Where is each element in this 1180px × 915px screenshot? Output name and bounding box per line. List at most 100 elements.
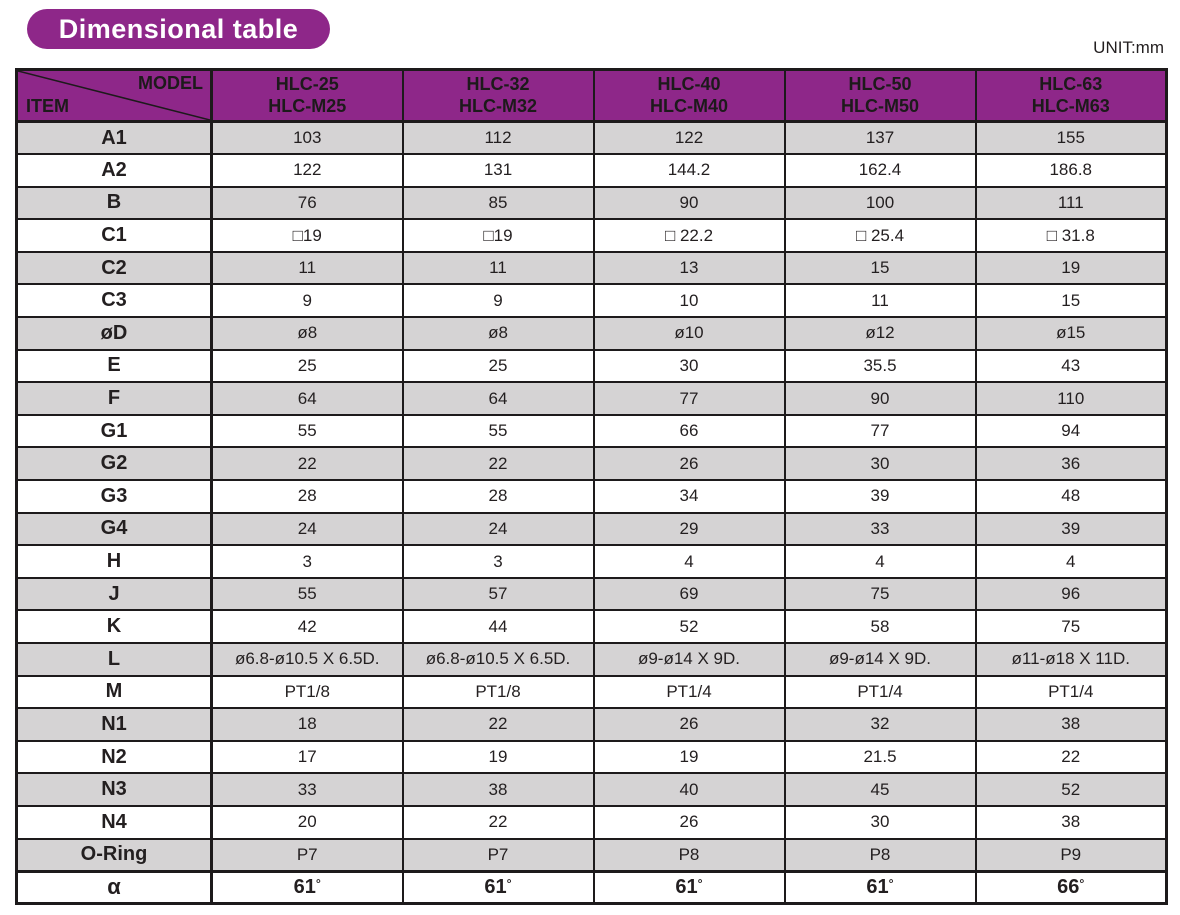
diagonal-divider-icon — [18, 71, 208, 119]
value-cell: ø6.8-ø10.5 X 6.5D. — [401, 642, 595, 677]
value-cell: 15 — [783, 250, 977, 286]
value-cell: 19 — [592, 739, 786, 775]
value-cell: 42 — [210, 609, 404, 644]
value-cell: 45 — [783, 772, 977, 807]
table-row: K 42 44 52 58 75 — [15, 609, 1168, 644]
corner-item-label: ITEM — [26, 96, 69, 116]
value-cell: 9 — [210, 283, 404, 319]
table-row: G3 28 28 34 39 48 — [15, 479, 1168, 514]
item-cell: øD — [15, 316, 213, 351]
value-cell: 26 — [592, 446, 786, 482]
table-row: A1 103 112 122 137 155 — [15, 120, 1168, 156]
value-cell: 61° — [783, 869, 977, 905]
item-cell: O-Ring — [15, 837, 213, 873]
value-cell: 155 — [974, 120, 1168, 156]
value-cell: 110 — [974, 381, 1168, 416]
value-cell: 85 — [401, 185, 595, 221]
item-cell: C1 — [15, 218, 213, 253]
value-cell: ø8 — [210, 316, 404, 351]
corner-model-label: MODEL — [138, 73, 203, 93]
table-row: C3 9 9 10 11 15 — [15, 283, 1168, 319]
table-row: E 25 25 30 35.5 43 — [15, 348, 1168, 384]
value-cell: 122 — [592, 120, 786, 156]
value-cell: □ 25.4 — [783, 218, 977, 253]
item-cell: A2 — [15, 153, 213, 188]
value-cell: 25 — [401, 348, 595, 384]
value-cell: 18 — [210, 707, 404, 742]
value-cell: 22 — [401, 707, 595, 742]
model-name-line2: HLC-M50 — [840, 95, 919, 116]
item-cell: G4 — [15, 511, 213, 547]
table-row: C2 11 11 13 15 19 — [15, 250, 1168, 286]
value-cell: 76 — [210, 185, 404, 221]
value-cell: 28 — [401, 479, 595, 514]
value-cell: 52 — [974, 772, 1168, 807]
value-cell: 10 — [592, 283, 786, 319]
value-cell: 58 — [783, 609, 977, 644]
value-cell: 112 — [401, 120, 595, 156]
value-cell: ø11-ø18 X 11D. — [974, 642, 1168, 677]
table-row: N4 20 22 26 30 38 — [15, 804, 1168, 840]
value-cell: 44 — [401, 609, 595, 644]
value-cell: 61° — [401, 869, 595, 905]
model-name-line1: HLC-25 — [275, 73, 339, 94]
value-cell: 90 — [783, 381, 977, 416]
value-cell: ø6.8-ø10.5 X 6.5D. — [210, 642, 404, 677]
item-cell: J — [15, 576, 213, 612]
value-cell: 24 — [401, 511, 595, 547]
value-cell: □19 — [401, 218, 595, 253]
value-cell: 30 — [592, 348, 786, 384]
table-row: α 61° 61° 61° 61° 66° — [15, 869, 1168, 905]
value-cell: 40 — [592, 772, 786, 807]
value-cell: 4 — [783, 544, 977, 579]
value-cell: 122 — [210, 153, 404, 188]
value-cell: 33 — [783, 511, 977, 547]
table-row: G1 55 55 66 77 94 — [15, 413, 1168, 449]
value-cell: 64 — [401, 381, 595, 416]
value-cell: 48 — [974, 479, 1168, 514]
value-cell: 66 — [592, 413, 786, 449]
value-cell: 4 — [974, 544, 1168, 579]
value-cell: 131 — [401, 153, 595, 188]
corner-header-cell: MODEL ITEM — [15, 68, 213, 123]
value-cell: 26 — [592, 804, 786, 840]
value-cell: 39 — [783, 479, 977, 514]
item-cell: G1 — [15, 413, 213, 449]
table-row: øD ø8 ø8 ø10 ø12 ø15 — [15, 316, 1168, 351]
value-cell: 52 — [592, 609, 786, 644]
item-cell: C2 — [15, 250, 213, 286]
value-cell: 96 — [974, 576, 1168, 612]
item-cell: L — [15, 642, 213, 677]
model-header-cell: HLC-63 HLC-M63 — [974, 68, 1168, 123]
item-cell: E — [15, 348, 213, 384]
value-cell: 94 — [974, 413, 1168, 449]
value-cell: 19 — [401, 739, 595, 775]
value-cell: 3 — [210, 544, 404, 579]
value-cell: 11 — [783, 283, 977, 319]
table-row: G2 22 22 26 30 36 — [15, 446, 1168, 482]
value-cell: 4 — [592, 544, 786, 579]
value-cell: 55 — [210, 413, 404, 449]
value-cell: 55 — [401, 413, 595, 449]
model-name-line2: HLC-M40 — [649, 95, 728, 116]
dimensional-table: MODEL ITEM HLC-25 HLC-M25 HLC-32 HLC-M32 HLC… — [15, 68, 1168, 906]
item-cell: M — [15, 674, 213, 710]
value-cell: 38 — [401, 772, 595, 807]
value-cell: 38 — [974, 707, 1168, 742]
value-cell: 77 — [783, 413, 977, 449]
item-cell: A1 — [15, 120, 213, 156]
header-row: MODEL ITEM HLC-25 HLC-M25 HLC-32 HLC-M32 HLC… — [15, 68, 1168, 123]
value-cell: P7 — [210, 837, 404, 873]
value-cell: 66° — [974, 869, 1168, 905]
item-cell: K — [15, 609, 213, 644]
section-title: Dimensional table — [58, 13, 299, 44]
value-cell: 75 — [974, 609, 1168, 644]
model-name-line1: HLC-40 — [657, 73, 721, 94]
value-cell: 20 — [210, 804, 404, 840]
value-cell: P8 — [783, 837, 977, 873]
table-row: N2 17 19 19 21.5 22 — [15, 739, 1168, 775]
item-cell: N1 — [15, 707, 213, 742]
item-cell: N2 — [15, 739, 213, 775]
value-cell: 9 — [401, 283, 595, 319]
